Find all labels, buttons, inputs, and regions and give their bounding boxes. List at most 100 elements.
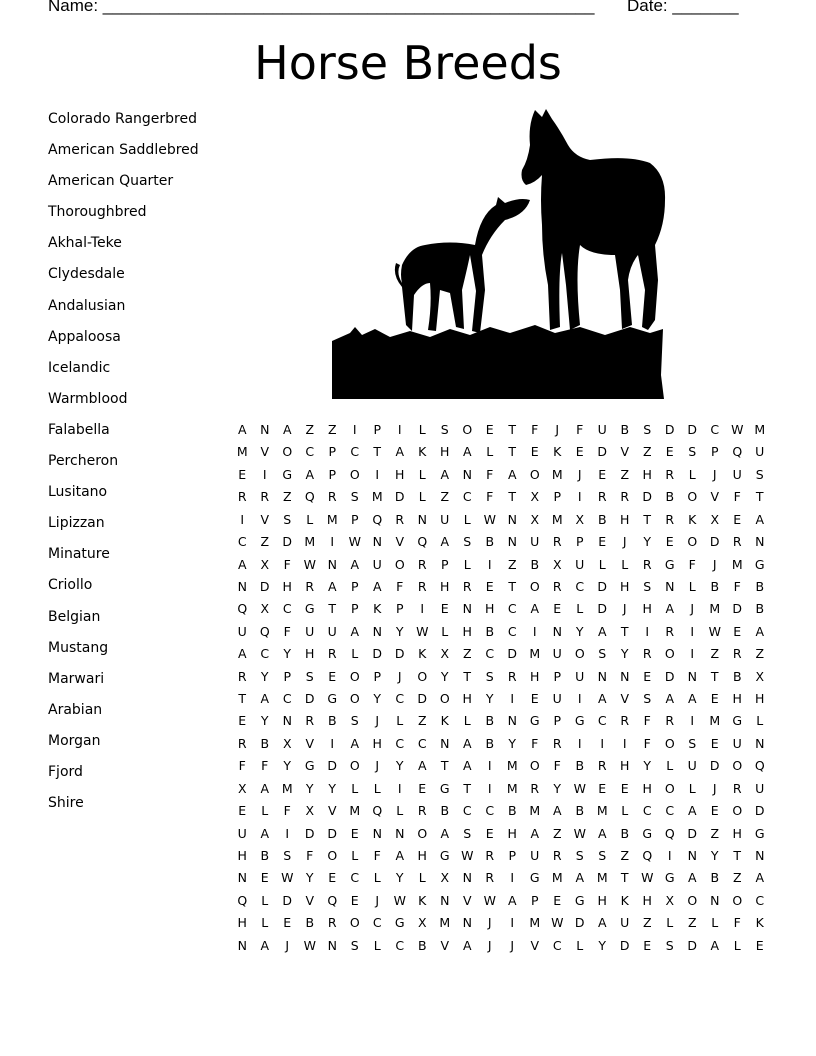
grid-letter: J bbox=[622, 534, 627, 550]
grid-letter: O bbox=[439, 691, 450, 707]
grid-letter: K bbox=[755, 915, 764, 931]
grid-letter: L bbox=[711, 915, 719, 931]
grid-letter: R bbox=[552, 735, 562, 751]
grid-letter: T bbox=[733, 848, 742, 864]
grid-letter: C bbox=[485, 803, 495, 819]
grid-letter: O bbox=[349, 466, 360, 482]
grid-letter: U bbox=[755, 780, 765, 796]
grid-letter: D bbox=[372, 646, 383, 662]
grid-letter: O bbox=[462, 422, 473, 437]
grid-letter: P bbox=[373, 668, 382, 684]
grid-letter: P bbox=[553, 489, 562, 505]
grid-letter: M bbox=[709, 713, 721, 729]
grid-letter: V bbox=[260, 444, 270, 460]
grid-letter: J bbox=[397, 668, 402, 684]
grid-letter: L bbox=[396, 713, 404, 729]
grid-letter: N bbox=[507, 511, 517, 527]
grid-letter: C bbox=[507, 601, 517, 617]
grid-letter: L bbox=[306, 511, 314, 527]
grid-letter: R bbox=[237, 735, 247, 751]
grid-letter: W bbox=[641, 870, 654, 886]
grid-letter: N bbox=[665, 578, 675, 594]
grid-letter: O bbox=[349, 758, 360, 774]
word-list-item: American Quarter bbox=[48, 173, 174, 190]
grid-letter: D bbox=[394, 489, 405, 505]
grid-letter: R bbox=[665, 623, 675, 639]
grid-letter: N bbox=[440, 735, 450, 751]
grid-letter: D bbox=[282, 892, 293, 908]
grid-letter: O bbox=[732, 892, 743, 908]
grid-letter: E bbox=[620, 780, 629, 796]
grid-letter: B bbox=[260, 848, 270, 864]
word-list-item: Falabella bbox=[48, 421, 110, 438]
grid-letter: F bbox=[733, 578, 741, 594]
grid-letter: M bbox=[529, 803, 541, 819]
grid-letter: Y bbox=[485, 691, 494, 707]
word-list-item: Belgian bbox=[48, 608, 101, 625]
grid-letter: M bbox=[506, 758, 518, 774]
grid-letter: E bbox=[530, 691, 539, 707]
grid-letter: E bbox=[598, 780, 607, 796]
grid-letter: X bbox=[282, 735, 292, 751]
grid-letter: T bbox=[620, 623, 629, 639]
grid-letter: V bbox=[620, 691, 630, 707]
grid-letter: T bbox=[463, 668, 472, 684]
grid-letter: N bbox=[237, 870, 247, 886]
grid-letter: D bbox=[732, 601, 743, 617]
grid-letter: A bbox=[710, 937, 720, 953]
grid-letter: C bbox=[462, 489, 472, 505]
grid-letter: C bbox=[485, 646, 495, 662]
grid-letter: V bbox=[710, 489, 720, 505]
grid-letter: U bbox=[237, 825, 247, 841]
grid-letter: A bbox=[530, 825, 540, 841]
grid-letter: E bbox=[598, 466, 607, 482]
grid-letter: F bbox=[373, 848, 381, 864]
grid-letter: S bbox=[350, 713, 359, 729]
grid-letter: E bbox=[485, 422, 494, 437]
grid-letter: D bbox=[642, 489, 653, 505]
grid-letter: R bbox=[620, 713, 630, 729]
grid-letter: Y bbox=[508, 735, 517, 751]
grid-letter: X bbox=[530, 511, 540, 527]
grid-letter: Y bbox=[305, 780, 314, 796]
grid-letter: L bbox=[621, 803, 629, 819]
grid-letter: M bbox=[349, 803, 361, 819]
grid-letter: S bbox=[283, 848, 292, 864]
grid-letter: S bbox=[350, 937, 359, 953]
grid-letter: A bbox=[305, 466, 315, 482]
grid-letter: U bbox=[530, 848, 540, 864]
grid-letter: J bbox=[622, 601, 627, 617]
grid-letter: T bbox=[463, 780, 472, 796]
grid-letter: S bbox=[440, 422, 449, 437]
grid-letter: B bbox=[417, 937, 427, 953]
grid-letter: U bbox=[575, 668, 585, 684]
grid-letter: L bbox=[261, 803, 269, 819]
grid-letter: I bbox=[487, 556, 492, 572]
grid-letter: J bbox=[375, 713, 380, 729]
grid-letter: X bbox=[755, 668, 765, 684]
grid-letter: E bbox=[553, 892, 562, 908]
grid-letter: K bbox=[553, 444, 562, 460]
grid-letter: O bbox=[327, 848, 338, 864]
grid-letter: J bbox=[487, 915, 492, 931]
grid-letter: R bbox=[732, 646, 742, 662]
grid-letter: F bbox=[733, 915, 741, 931]
grid-letter: K bbox=[373, 601, 382, 617]
grid-letter: L bbox=[418, 466, 426, 482]
word-list-item: Mustang bbox=[48, 639, 109, 656]
grid-letter: C bbox=[260, 646, 270, 662]
grid-letter: F bbox=[553, 758, 561, 774]
grid-letter: N bbox=[755, 848, 765, 864]
grid-letter: O bbox=[349, 668, 360, 684]
grid-letter: M bbox=[754, 422, 766, 437]
grid-letter: I bbox=[690, 646, 695, 662]
grid-letter: E bbox=[643, 668, 652, 684]
grid-letter: N bbox=[507, 713, 517, 729]
grid-letter: A bbox=[350, 556, 360, 572]
grid-letter: Q bbox=[754, 758, 765, 774]
grid-letter: R bbox=[305, 578, 315, 594]
